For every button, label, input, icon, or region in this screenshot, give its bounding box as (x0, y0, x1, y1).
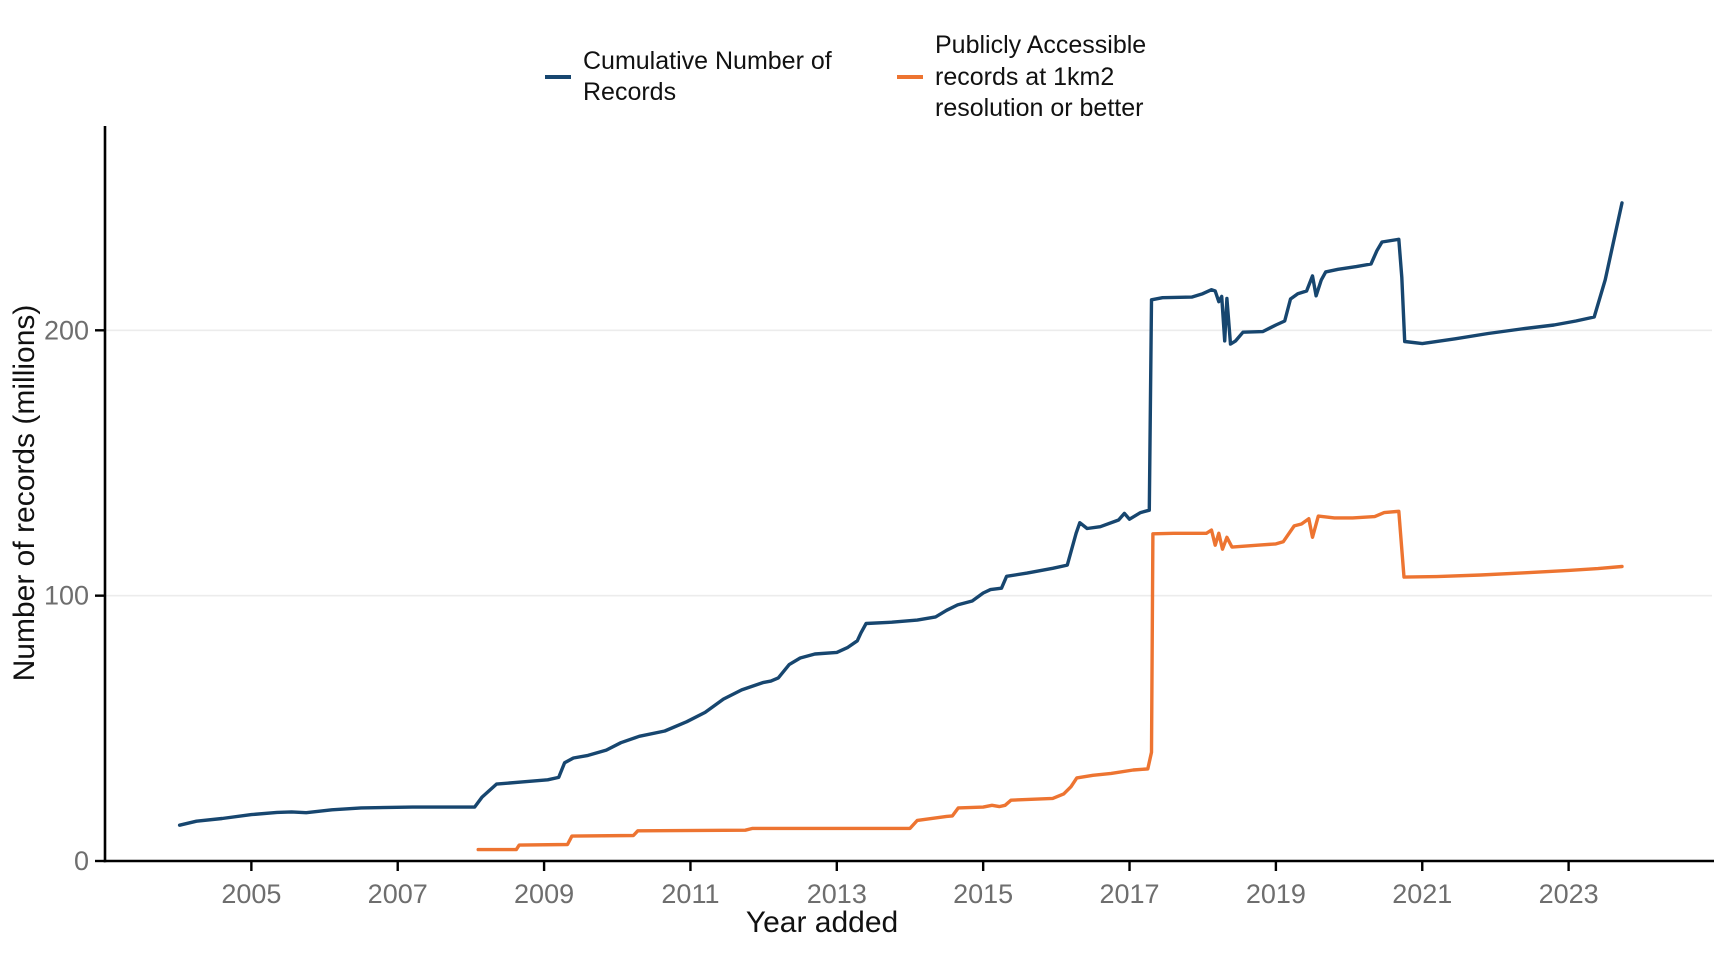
x-tick-label-2011: 2011 (661, 879, 719, 909)
series-line-cumulative-records (177, 201, 1624, 827)
x-tick-label-2009: 2009 (514, 879, 574, 909)
legend-item-cumulative-records: Cumulative Number of Records (545, 46, 845, 109)
legend-key-blue-line (545, 75, 571, 80)
x-tick-label-2019: 2019 (1246, 879, 1306, 909)
legend-key-orange-line (897, 75, 923, 80)
x-tick-label-2021: 2021 (1392, 879, 1452, 909)
series-line-public-1km2-records (476, 509, 1624, 852)
y-axis-title: Number of records (millions) (8, 305, 41, 682)
legend-label-cumulative-records: Cumulative Number of Records (583, 46, 832, 107)
x-tick-label-2013: 2013 (807, 879, 867, 909)
x-tick-label-2023: 2023 (1539, 879, 1599, 909)
legend-label-public-1km2-records: Publicly Accessible records at 1km2 reso… (935, 31, 1147, 122)
y-tick-label-200: 200 (44, 315, 89, 345)
y-tick-label-0: 0 (74, 846, 89, 876)
x-tick-label-2007: 2007 (368, 879, 428, 909)
legend: Cumulative Number of Records Publicly Ac… (545, 30, 1173, 125)
x-tick-label-2005: 2005 (221, 879, 281, 909)
legend-item-public-1km2-records: Publicly Accessible records at 1km2 reso… (897, 30, 1173, 125)
x-tick-label-2017: 2017 (1099, 879, 1159, 909)
y-tick-label-100: 100 (44, 581, 89, 611)
x-tick-label-2015: 2015 (953, 879, 1013, 909)
x-axis-title: Year added (746, 906, 898, 939)
